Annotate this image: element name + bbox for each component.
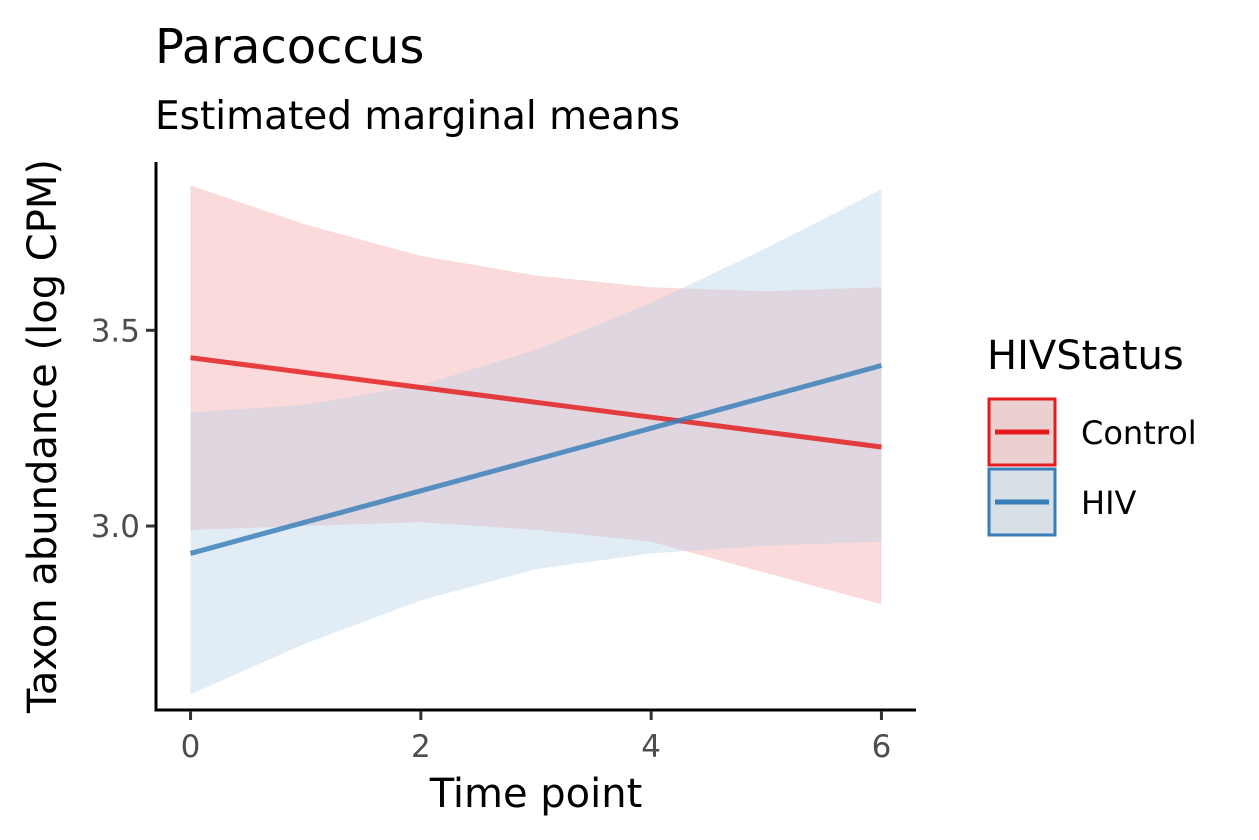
series-lines	[189, 355, 883, 556]
confidence-ribbons	[190, 185, 882, 695]
chart-title: Paracoccus	[155, 19, 424, 75]
x-tick-label: 2	[411, 729, 431, 765]
legend-label-control: Control	[1081, 414, 1197, 452]
legend-label-hiv: HIV	[1081, 484, 1137, 522]
y-tick-label: 3.5	[91, 313, 140, 349]
x-tick-label: 4	[641, 729, 661, 765]
y-axis-ticks: 3.0 3.5	[91, 313, 155, 545]
legend-title: HIVStatus	[987, 333, 1184, 379]
legend: HIVStatus Control HIV	[987, 333, 1197, 537]
ribbon-control	[190, 185, 882, 605]
x-axis-ticks: 0 2 4 6	[181, 711, 892, 765]
y-axis-title: Taxon abundance (log CPM)	[20, 159, 66, 714]
x-axis-title: Time point	[429, 771, 643, 817]
x-tick-label: 6	[872, 729, 892, 765]
legend-keys: Control HIV	[987, 397, 1197, 537]
chart-subtitle: Estimated marginal means	[155, 94, 680, 139]
x-tick-label: 0	[181, 729, 201, 765]
ribbon-hiv	[190, 189, 882, 695]
line-control	[190, 355, 882, 450]
y-tick-label: 3.0	[91, 509, 140, 545]
line-hiv	[189, 363, 883, 556]
